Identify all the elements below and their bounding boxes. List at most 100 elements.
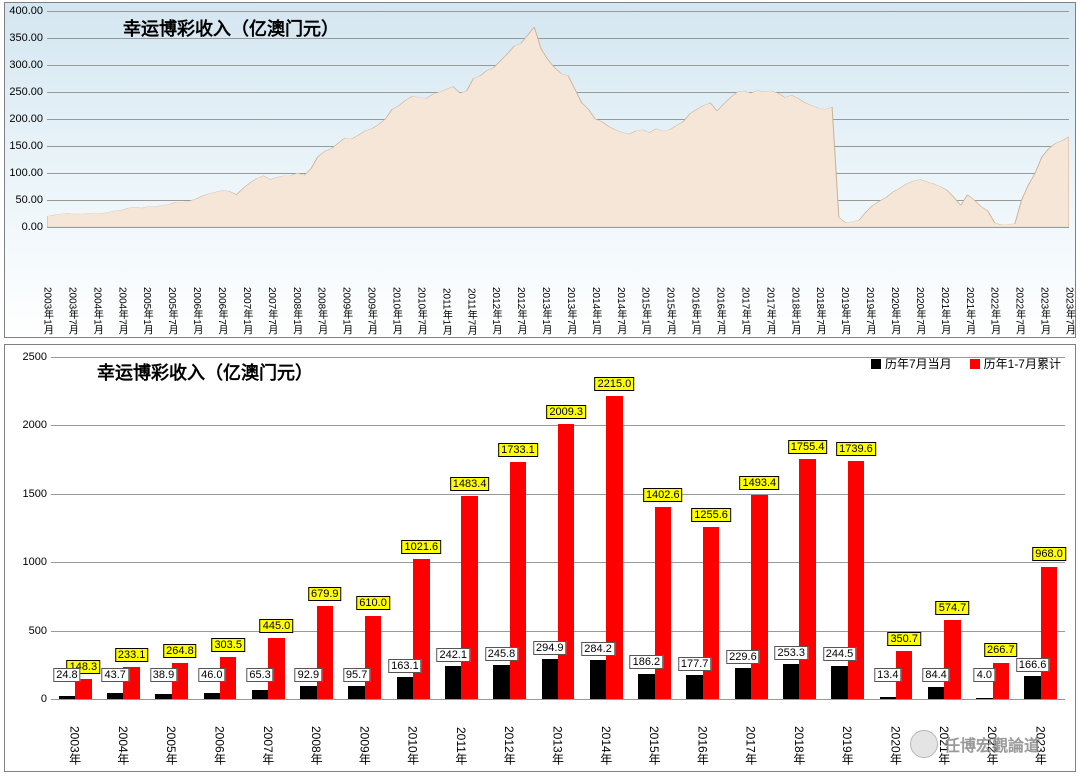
bar-monthly (928, 687, 944, 699)
x-tick-label: 2016年7月 (713, 287, 728, 335)
bar-label-monthly: 253.3 (774, 646, 808, 660)
y-tick-label: 300.00 (9, 59, 43, 71)
bar-label-monthly: 4.0 (974, 668, 995, 682)
x-tick-label: 2010年1月 (388, 287, 403, 335)
y-tick-label: 350.00 (9, 32, 43, 44)
bar-cumulative (413, 559, 429, 699)
x-tick-label: 2003年1月 (40, 287, 55, 335)
x-tick-label: 2017年 (743, 726, 760, 765)
bar-monthly (1024, 676, 1040, 699)
x-tick-label: 2009年 (356, 726, 373, 765)
bar-monthly (300, 686, 316, 699)
bar-label-cumulative: 968.0 (1032, 547, 1066, 561)
bar-chart-container: 幸运博彩收入（亿澳门元） 历年7月当月 历年1-7月累计 05001000150… (4, 344, 1076, 772)
y-tick-label: 50.00 (15, 194, 43, 206)
watermark-icon (910, 730, 938, 758)
bar-monthly (590, 660, 606, 699)
bar-label-monthly: 43.7 (102, 668, 129, 682)
bar-monthly (686, 675, 702, 699)
x-tick-label: 2008年 (308, 726, 325, 765)
x-tick-label: 2004年1月 (89, 287, 104, 335)
x-tick-label: 2013年 (550, 726, 567, 765)
x-tick-label: 2012年 (501, 726, 518, 765)
bar-label-cumulative: 2215.0 (595, 377, 635, 391)
y-tick-label: 1500 (23, 488, 47, 500)
x-tick-label: 2016年 (694, 726, 711, 765)
x-tick-label: 2003年 (67, 726, 84, 765)
bar-label-cumulative: 266.7 (984, 643, 1018, 657)
bar-label-monthly: 242.1 (436, 648, 470, 662)
x-tick-label: 2008年7月 (314, 287, 329, 335)
bar-label-cumulative: 1255.6 (691, 508, 731, 522)
bar-monthly (107, 693, 123, 699)
x-tick-label: 2005年1月 (139, 287, 154, 335)
bar-label-monthly: 284.2 (581, 642, 615, 656)
bar-cumulative (365, 616, 381, 699)
bar-monthly (976, 698, 992, 699)
bar-label-monthly: 244.5 (823, 647, 857, 661)
x-tick-label: 2017年7月 (762, 287, 777, 335)
area-series (47, 11, 1069, 227)
x-tick-label: 2014年 (598, 726, 615, 765)
bar-cumulative (655, 507, 671, 699)
bar-label-monthly: 163.1 (388, 659, 422, 673)
y-tick-label: 0.00 (22, 221, 43, 233)
bar-cumulative (799, 459, 815, 699)
gridline: 0.00 (47, 227, 1069, 228)
x-tick-label: 2006年7月 (214, 287, 229, 335)
x-tick-label: 2012年1月 (488, 287, 503, 335)
watermark: 任博宏觀論道 (910, 730, 1040, 758)
x-tick-label: 2011年7月 (463, 288, 478, 335)
chart1-plot-area: 0.0050.00100.00150.00200.00250.00300.003… (47, 11, 1069, 227)
area-chart-container: 幸运博彩收入（亿澳门元） 0.0050.00100.00150.00200.00… (4, 2, 1076, 338)
bar-label-monthly: 177.7 (678, 657, 712, 671)
x-tick-label: 2007年 (260, 726, 277, 765)
x-tick-label: 2022年7月 (1012, 287, 1027, 335)
bar-monthly (204, 693, 220, 699)
bar-cumulative (317, 606, 333, 699)
bar-monthly (638, 674, 654, 699)
bar-label-cumulative: 679.9 (308, 587, 342, 601)
gridline: 0 (51, 699, 1065, 700)
bar-monthly (445, 666, 461, 699)
x-tick-label: 2012年7月 (513, 287, 528, 335)
x-tick-label: 2018年 (791, 726, 808, 765)
y-tick-label: 2000 (23, 419, 47, 431)
x-tick-label: 2008年1月 (289, 287, 304, 335)
x-tick-label: 2010年 (405, 726, 422, 765)
bar-monthly (155, 694, 171, 699)
bar-label-monthly: 166.6 (1016, 658, 1050, 672)
y-tick-label: 100.00 (9, 167, 43, 179)
bar-label-cumulative: 1733.1 (498, 443, 538, 457)
x-tick-label: 2016年1月 (688, 287, 703, 335)
x-tick-label: 2011年1月 (438, 288, 453, 335)
x-tick-label: 2021年7月 (962, 287, 977, 335)
x-tick-label: 2015年 (646, 726, 663, 765)
bar-monthly (348, 686, 364, 699)
bar-monthly (493, 665, 509, 699)
x-tick-label: 2006年1月 (189, 287, 204, 335)
x-tick-label: 2011年 (453, 727, 470, 765)
x-tick-label: 2019年1月 (837, 287, 852, 335)
bar-label-cumulative: 610.0 (356, 596, 390, 610)
bar-monthly (831, 666, 847, 699)
bar-label-cumulative: 1402.6 (643, 488, 683, 502)
x-tick-label: 2007年1月 (239, 287, 254, 335)
x-tick-label: 2006年 (212, 726, 229, 765)
bar-monthly (59, 696, 75, 699)
bar-cumulative (993, 663, 1009, 699)
bar-monthly (252, 690, 268, 699)
bar-label-cumulative: 1021.6 (402, 540, 442, 554)
bar-cumulative (751, 495, 767, 699)
watermark-text: 任博宏觀論道 (944, 732, 1040, 756)
y-tick-label: 0 (41, 693, 47, 705)
x-tick-label: 2014年7月 (613, 287, 628, 335)
bar-cumulative (944, 620, 960, 699)
bar-label-monthly: 24.8 (53, 668, 80, 682)
bar-cumulative (558, 424, 574, 699)
bar-cumulative (461, 496, 477, 699)
bar-label-monthly: 13.4 (874, 668, 901, 682)
x-tick-label: 2020年7月 (912, 287, 927, 335)
bar-monthly (783, 664, 799, 699)
bar-label-cumulative: 1755.4 (788, 440, 828, 454)
